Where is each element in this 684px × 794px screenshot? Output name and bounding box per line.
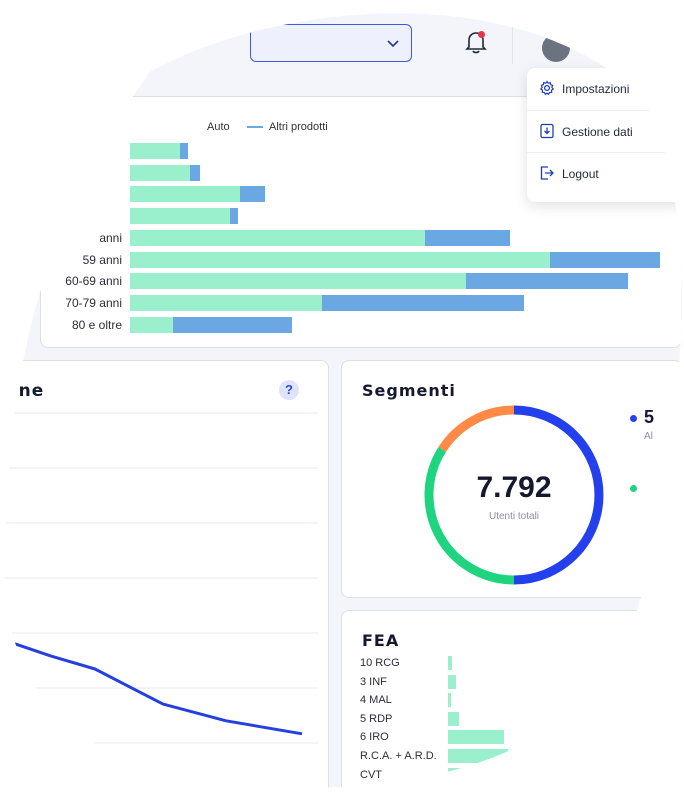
legend-altri-prodotti: Altri prodotti [247,121,328,133]
avatar[interactable] [542,34,570,62]
series-line [0,636,302,734]
segmenti-card: Segmenti 7.792 Utenti totali 5 Al [341,360,683,598]
bar-altri-prodotti [180,143,188,159]
logout-icon [539,165,555,181]
bar-auto [130,143,180,159]
fea-label: 6 IRO [360,731,389,744]
bar-auto [130,230,425,246]
menu-label: Logout [562,167,599,181]
legend-value: 5 [644,407,655,427]
notification-badge [478,31,485,38]
fea-bar [448,749,508,763]
card-title: Segmenti [362,381,456,400]
legend-dot [630,415,637,422]
bar-altri-prodotti [240,186,265,202]
divider [512,26,513,64]
help-icon[interactable]: ? [279,380,299,400]
bar-altri-prodotti [466,273,628,289]
fea-bar [448,768,508,782]
menu-label: Impostazioni [562,82,630,96]
donut-slice [429,449,514,580]
bar-altri-prodotti [230,208,238,224]
bar-auto [130,165,190,181]
fea-label: 10 RCG [360,657,400,669]
total-label: Utenti totali [488,511,540,522]
user-menu: Impostazioni Gestione dati Logout [527,68,684,202]
legend-auto: Auto [207,121,230,133]
context-select[interactable] [250,24,412,62]
legend-line [247,126,263,128]
menu-item-gestione-dati[interactable]: Gestione dati [527,111,684,153]
legend-dot [630,485,637,492]
menu-divider [527,110,684,111]
fea-bar [448,712,459,726]
bar-altri-prodotti [550,252,660,268]
bar-label: 59 anni [82,252,122,267]
fea-bar [448,675,456,689]
fea-bar [448,693,451,707]
fea-bar [448,730,504,744]
donut-slice [514,410,599,580]
bar-altri-prodotti [173,317,292,333]
menu-label: Gestione dati [562,125,633,139]
card-title: FEA [362,631,400,650]
total-value: 7.792 [476,471,552,504]
bar-altri-prodotti [425,230,510,246]
chevron-down-icon [387,35,399,51]
download-icon [539,123,555,139]
fea-label: 4 MAL [360,694,392,707]
gear-icon [539,80,555,96]
bar-label: 80 e oltre [71,317,122,332]
bell-icon[interactable] [465,30,487,54]
bar-label: 70-79 anni [65,295,122,310]
menu-item-impostazioni[interactable]: Impostazioni [527,68,684,110]
donut-chart [422,403,606,587]
bar-auto [130,295,322,311]
fea-label: R.C.A. + A.R.D. [360,750,437,762]
legend-sub: Al [644,431,653,442]
fea-label: 3 INF [360,675,387,688]
fea-label: 5 RDP [360,712,393,725]
donut-slice [442,410,514,449]
age-chart-card: Auto Altri prodotti anni 59 anni 60-69 ann… [40,96,682,348]
bar-auto [130,186,240,202]
fea-card: FEA [341,610,683,794]
bar-label: anni [99,230,122,245]
bar-auto [130,252,550,268]
bar-auto [130,317,173,333]
bar-altri-prodotti [190,165,200,181]
menu-item-logout[interactable]: Logout [527,153,684,195]
bar-altri-prodotti [322,295,524,311]
bar-label: 60-69 anni [65,274,122,289]
line-chart-card: line ? [0,360,329,794]
line-chart [0,361,328,794]
menu-divider [527,152,684,153]
bar-auto [130,273,466,289]
fea-label: CVT [360,768,382,781]
fea-bar [448,656,452,670]
bar-auto [130,208,230,224]
